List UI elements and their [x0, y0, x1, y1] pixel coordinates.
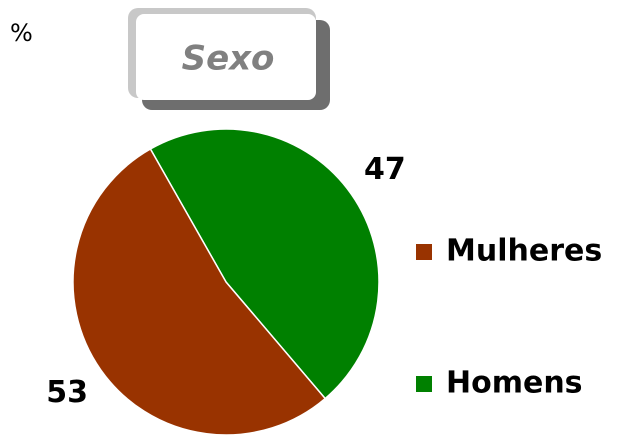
data-label: 47	[364, 152, 406, 187]
data-label: 53	[46, 375, 88, 410]
chart-title: Sexo	[182, 39, 275, 79]
pie-slice	[149, 128, 380, 400]
unit-label: %	[10, 19, 33, 47]
legend-swatch	[416, 244, 432, 260]
pie-slice	[72, 147, 327, 436]
legend-label: Homens	[446, 366, 583, 401]
legend-swatch	[416, 376, 432, 392]
legend-label: Mulheres	[446, 234, 602, 269]
title-box	[136, 14, 316, 100]
